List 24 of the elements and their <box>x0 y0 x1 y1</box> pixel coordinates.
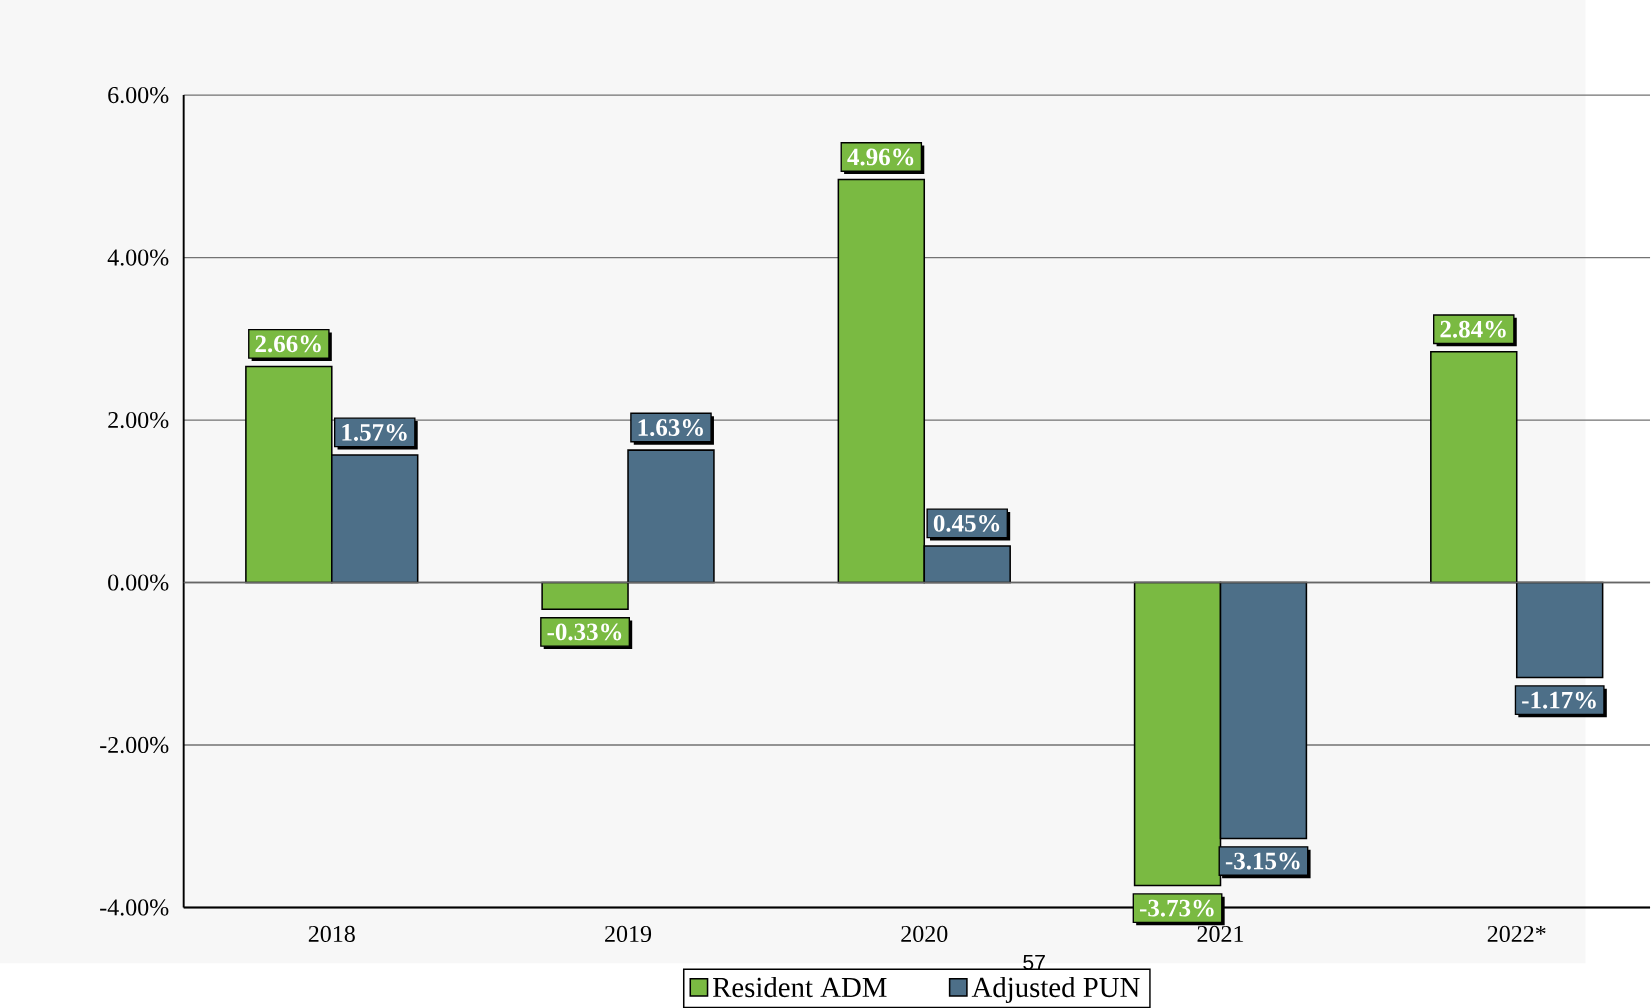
data-label: 2.84% <box>1440 320 1506 338</box>
y-tick-label: 6.00% <box>108 86 169 104</box>
data-label: -1.17% <box>1522 691 1596 709</box>
x-tick-label: 2019 <box>605 925 652 942</box>
y-tick-label: 4.00% <box>107 249 169 266</box>
y-tick-label: -2.00% <box>100 736 169 754</box>
data-label: -3.73% <box>1139 899 1214 917</box>
x-tick-label: 2020 <box>901 925 948 942</box>
y-tick-label: -4.00% <box>100 899 169 916</box>
legend-label: Resident ADM <box>713 976 887 998</box>
data-label: 4.96% <box>847 148 914 166</box>
data-label: 2.66% <box>255 335 321 353</box>
x-tick-label: 2022* <box>1487 925 1546 942</box>
legend-label: Adjusted PUN <box>971 976 1140 1003</box>
text: 57 <box>1023 954 1045 970</box>
data-label: 0.45% <box>933 514 1000 532</box>
data-label: 1.63% <box>638 418 703 436</box>
data-label: -3.15% <box>1225 852 1300 870</box>
x-tick-label: 2021 <box>1197 925 1244 942</box>
data-label: 1.57% <box>342 423 407 441</box>
y-tick-label: 2.00% <box>108 411 169 429</box>
data-label: -0.33% <box>547 623 622 641</box>
y-tick-label: 0.00% <box>108 574 169 591</box>
x-tick-label: 2018 <box>308 925 355 942</box>
